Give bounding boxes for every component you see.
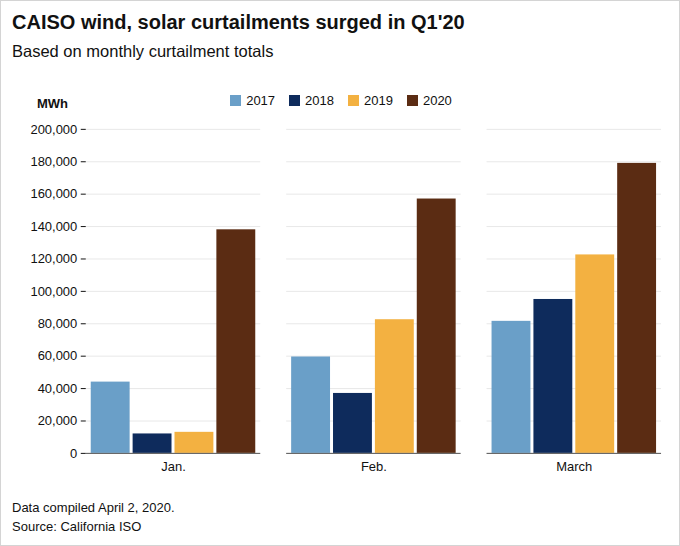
html-text:2018: 2018: [305, 93, 334, 108]
svg-text:20,000: 20,000: [38, 413, 78, 428]
svg-text:Jan.: Jan.: [161, 459, 185, 474]
html-text:CAISO wind, solar curtailments: CAISO wind, solar curtailments surged in…: [12, 11, 465, 33]
html-text:Based on monthly curtailment t: Based on monthly curtailment totals: [12, 42, 274, 60]
svg-text:140,000: 140,000: [30, 219, 77, 234]
svg-text:100,000: 100,000: [30, 284, 77, 299]
svg-text:120,000: 120,000: [30, 251, 77, 266]
svg-text:March: March: [556, 459, 592, 474]
svg-text:40,000: 40,000: [38, 381, 78, 396]
svg-text:80,000: 80,000: [38, 316, 78, 331]
svg-text:60,000: 60,000: [38, 348, 78, 363]
svg-text:160,000: 160,000: [30, 186, 77, 201]
html-text:Source: California ISO: Source: California ISO: [12, 519, 142, 534]
html-text:2019: 2019: [364, 93, 393, 108]
html-text:MWh: MWh: [37, 96, 68, 111]
svg-text:Feb.: Feb.: [361, 459, 387, 474]
svg-text:200,000: 200,000: [30, 122, 77, 137]
html-text:Data compiled April 2, 2020.: Data compiled April 2, 2020.: [12, 500, 175, 515]
html-text:2017: 2017: [246, 93, 276, 108]
svg-text:180,000: 180,000: [30, 154, 77, 169]
svg-text:0: 0: [70, 446, 77, 461]
html-text:2020: 2020: [422, 93, 452, 108]
